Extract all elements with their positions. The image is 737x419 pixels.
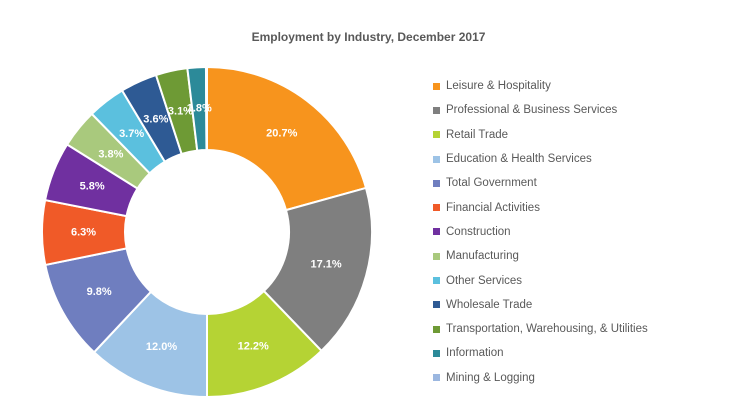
legend-label: Financial Activities xyxy=(446,201,540,214)
legend-swatch xyxy=(433,374,440,382)
chart-title: Employment by Industry, December 2017 xyxy=(251,30,486,44)
legend-item: Retail Trade xyxy=(433,123,648,147)
legend-item: Total Government xyxy=(433,171,648,195)
donut-slice xyxy=(206,65,368,212)
legend-swatch xyxy=(433,228,440,236)
legend-item: Professional & Business Services xyxy=(433,98,648,122)
donut-slices xyxy=(41,65,373,399)
legend-label: Retail Trade xyxy=(446,128,509,141)
legend-label: Construction xyxy=(446,225,511,238)
legend-item: Leisure & Hospitality xyxy=(433,74,648,98)
slice-data-label: 20.7% xyxy=(266,128,297,140)
slice-data-label: 1.8% xyxy=(187,103,212,115)
slice-data-label: 5.8% xyxy=(80,181,105,193)
legend-swatch xyxy=(433,349,440,357)
slice-data-label: 9.8% xyxy=(87,286,112,298)
slice-data-label: 12.2% xyxy=(238,341,269,353)
legend-label: Information xyxy=(446,347,504,360)
legend-label: Education & Health Services xyxy=(446,153,592,166)
legend-item: Information xyxy=(433,341,648,365)
legend-swatch xyxy=(433,204,440,212)
legend-item: Wholesale Trade xyxy=(433,293,648,317)
legend-label: Manufacturing xyxy=(446,250,519,263)
slice-data-label: 3.7% xyxy=(119,128,144,140)
legend-item: Mining & Logging xyxy=(433,366,648,390)
donut-slice xyxy=(262,186,373,353)
slice-data-label: 17.1% xyxy=(311,259,342,271)
legend-swatch xyxy=(433,277,440,285)
legend-label: Leisure & Hospitality xyxy=(446,80,551,93)
slice-data-label: 3.6% xyxy=(143,114,168,126)
legend-label: Mining & Logging xyxy=(446,371,535,384)
donut-slice xyxy=(204,65,208,152)
legend-swatch xyxy=(433,179,440,187)
legend-label: Professional & Business Services xyxy=(446,104,618,117)
legend-item: Financial Activities xyxy=(433,195,648,219)
legend-label: Transportation, Warehousing, & Utilities xyxy=(446,323,648,336)
legend-item: Other Services xyxy=(433,268,648,292)
legend-item: Construction xyxy=(433,220,648,244)
legend-swatch xyxy=(433,252,440,260)
legend-label: Wholesale Trade xyxy=(446,298,533,311)
slice-data-label: 12.0% xyxy=(146,341,177,353)
legend-item: Education & Health Services xyxy=(433,147,648,171)
legend-swatch xyxy=(433,301,440,309)
legend-label: Total Government xyxy=(446,177,537,190)
legend-label: Other Services xyxy=(446,274,523,287)
slice-data-label: 3.1% xyxy=(168,105,193,117)
slice-data-label: 3.8% xyxy=(98,148,123,160)
donut-slice-labels: 20.7% 17.1% 12.2% 12.0% 9.8% 6.3% 5.8% 3.8% 3.7%… xyxy=(71,103,342,353)
legend-swatch xyxy=(433,106,440,114)
legend-item: Transportation, Warehousing, & Utilities xyxy=(433,317,648,341)
legend-swatch xyxy=(433,82,440,90)
chart-legend: Leisure & Hospitality Professional & Busi… xyxy=(433,74,648,390)
legend-swatch xyxy=(433,155,440,163)
legend-swatch xyxy=(433,325,440,333)
slice-data-label: 6.3% xyxy=(71,226,96,238)
legend-swatch xyxy=(433,131,440,139)
legend-item: Manufacturing xyxy=(433,244,648,268)
